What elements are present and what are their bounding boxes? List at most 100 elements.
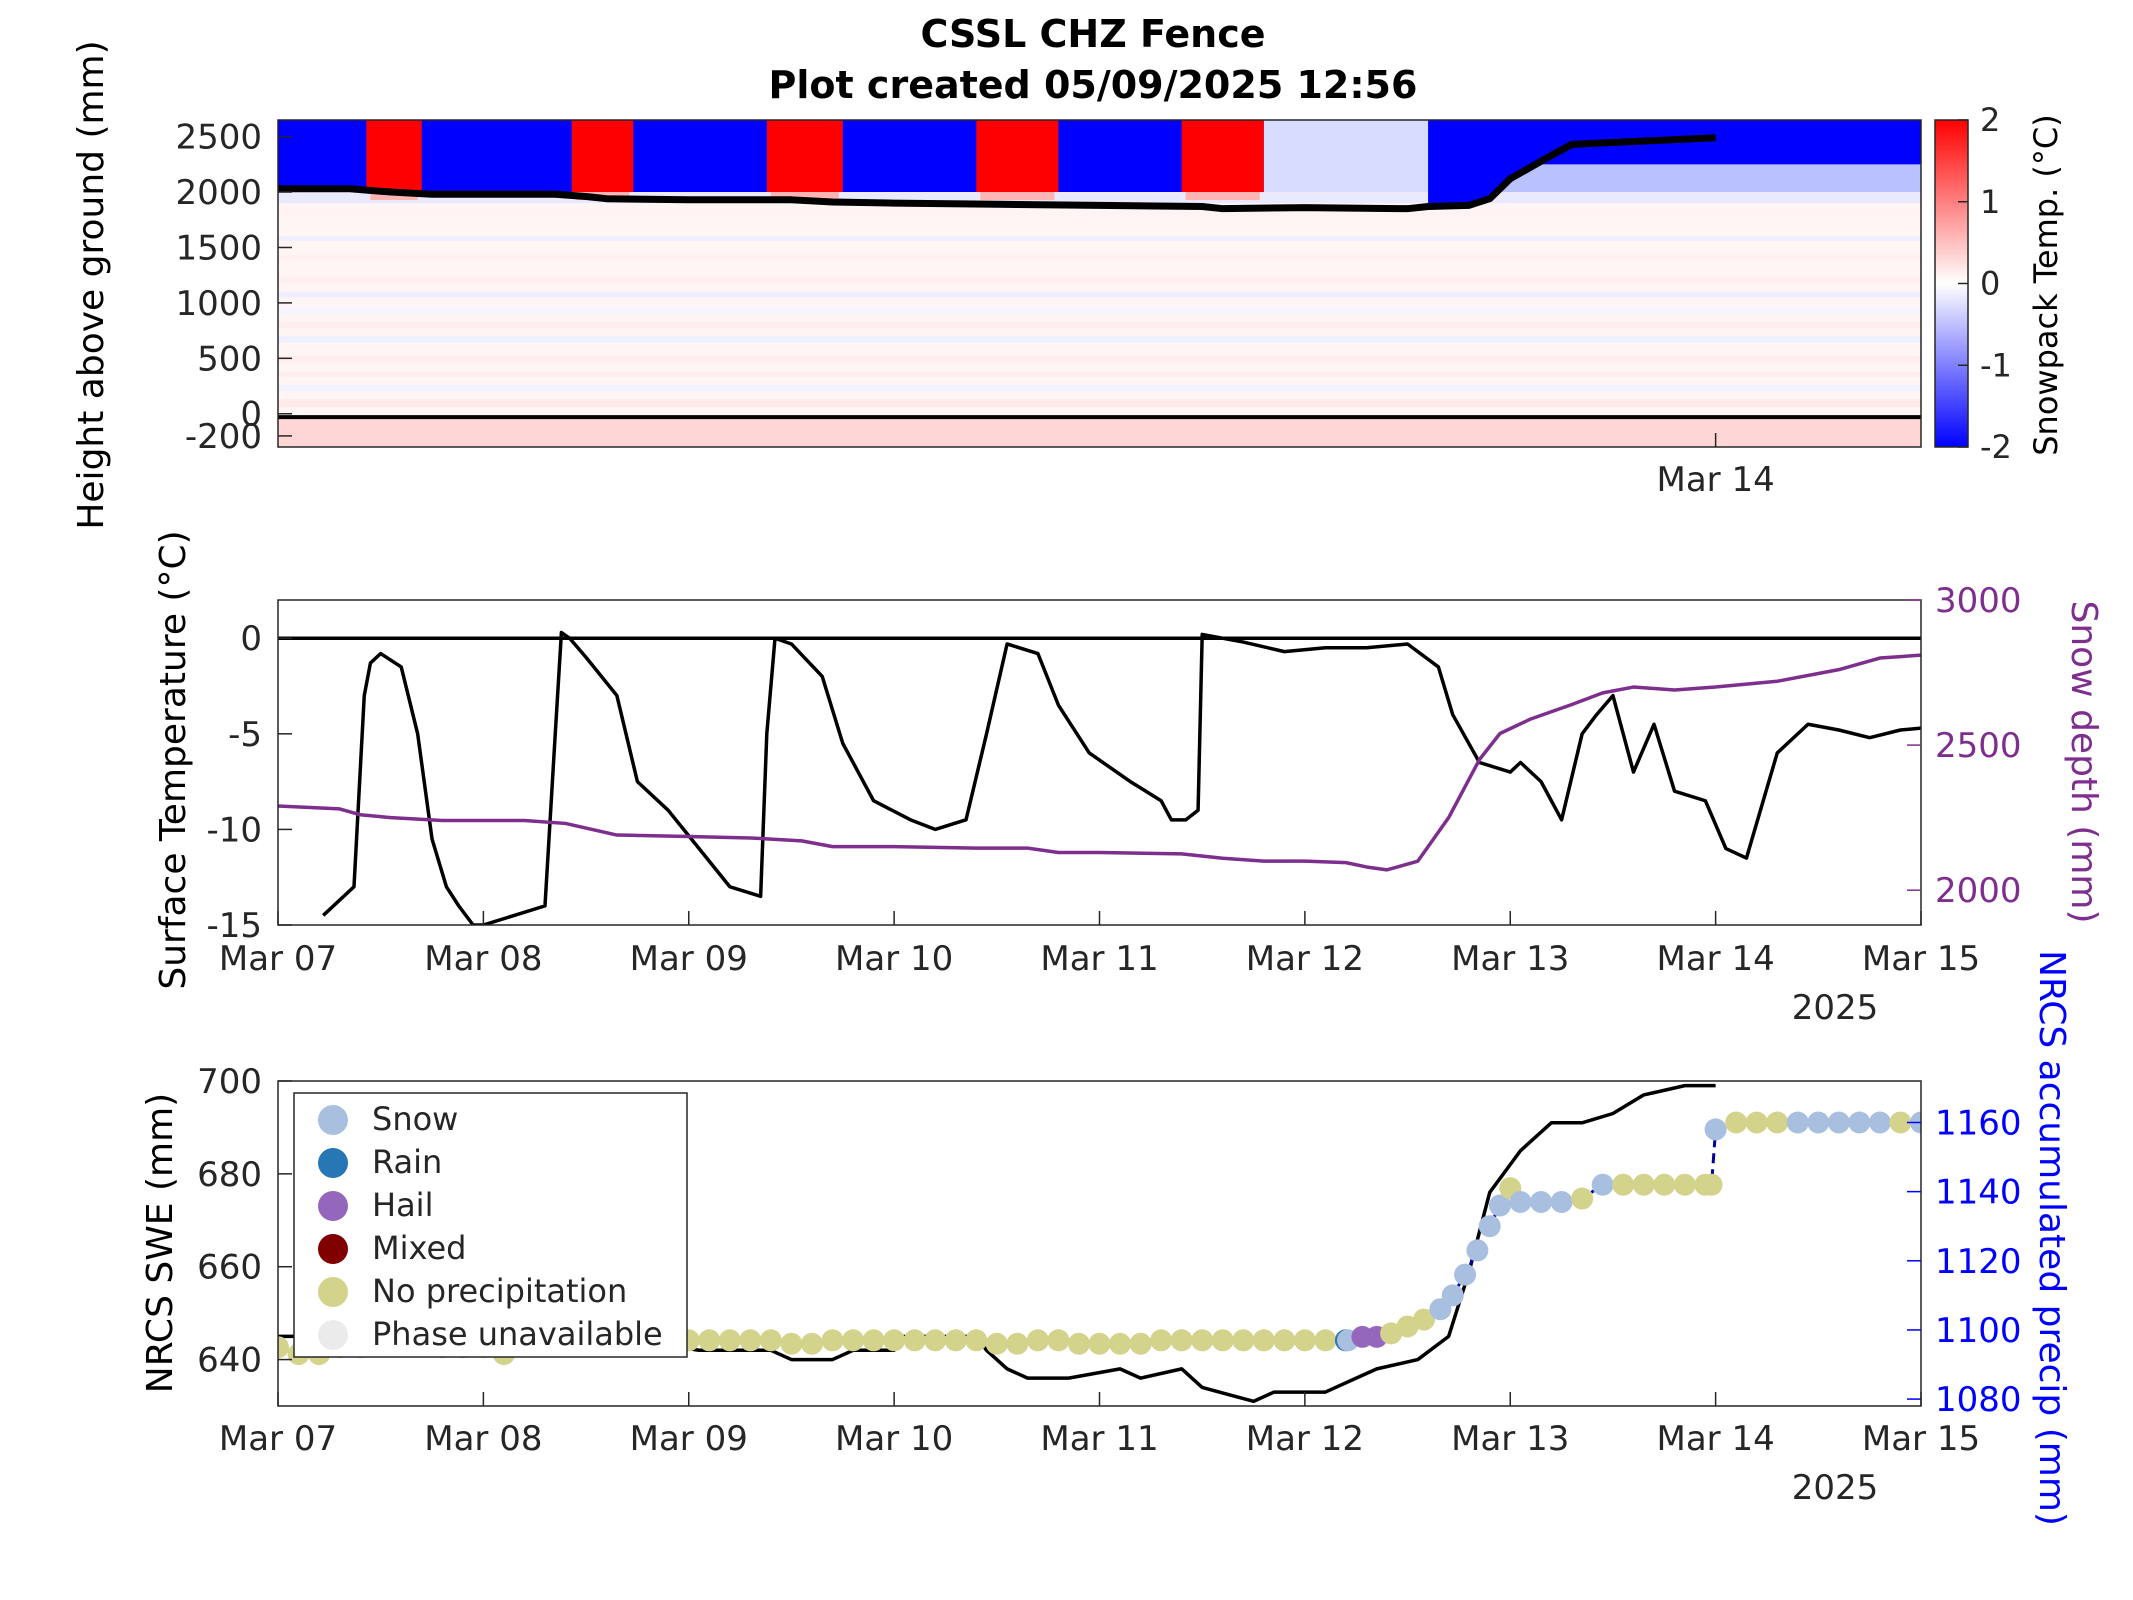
precip-phase-point (1571, 1187, 1594, 1210)
heatmap-stripe (278, 236, 1921, 241)
precip-phase-point (1252, 1329, 1275, 1352)
precip-phase-point (1047, 1329, 1070, 1352)
precip-phase-point (759, 1329, 782, 1352)
precip-y-tick-label: 1160 (1935, 1103, 2022, 1143)
swe-year-label: 2025 (1792, 1468, 1879, 1508)
precip-phase-point (1293, 1329, 1316, 1352)
swe-x-tick-label: Mar 15 (1862, 1419, 1980, 1459)
swe-x-tick-label: Mar 11 (1040, 1419, 1158, 1459)
heatmap-y-tick-label: 0 (240, 395, 262, 435)
precip-phase-point (1786, 1111, 1809, 1134)
precip-phase-point (842, 1329, 865, 1352)
swe-x-tick-label: Mar 10 (835, 1419, 953, 1459)
precip-phase-point (883, 1329, 906, 1352)
precip-phase-point (1170, 1329, 1193, 1352)
precip-phase-point (780, 1332, 803, 1355)
precip-phase-point (1745, 1111, 1768, 1134)
snow-depth-y-tick-label: 2500 (1935, 726, 2022, 766)
temperature-depth-lines (278, 630, 1921, 925)
temperature-y-tick-label: 0 (240, 619, 262, 659)
temperature-y-axis-label: Surface Temperature (°C) (153, 530, 194, 989)
colorbar-tick-label: 1 (1980, 183, 2000, 221)
precip-phase-point (698, 1329, 721, 1352)
precip-phase-point (1454, 1263, 1477, 1286)
precip-phase-point (1088, 1332, 1111, 1355)
precip-phase-point (1191, 1329, 1214, 1352)
temperature-x-tick-label: Mar 09 (630, 939, 748, 979)
snow-depth-y-tick-label: 3000 (1935, 581, 2022, 621)
heatmap-y-tick-label: 2000 (175, 173, 262, 213)
precip-y-tick-label: 1080 (1935, 1380, 2022, 1420)
precip-phase-point (1396, 1315, 1419, 1338)
precip-phase-point (1466, 1239, 1489, 1262)
swe-x-tick-label: Mar 12 (1246, 1419, 1364, 1459)
precip-phase-point (1725, 1111, 1748, 1134)
heatmap-stripe (278, 321, 1921, 329)
legend-label-phase-unavailable: Phase unavailable (372, 1315, 663, 1353)
precip-phase-point (1006, 1332, 1029, 1355)
heatmap-warm-fringe (770, 192, 839, 201)
legend-label-no-precipitation: No precipitation (372, 1272, 627, 1310)
phase-legend: Snow Rain Hail Mixed No precipitation Ph… (293, 1092, 688, 1358)
precip-phase-point (739, 1329, 762, 1352)
temperature-x-tick-label: Mar 07 (219, 939, 337, 979)
precip-phase-point (278, 1336, 289, 1359)
heatmap-stripe (278, 371, 1921, 378)
surface-temperature-line (321, 630, 1921, 925)
heatmap-lower-cold-band (1469, 164, 1921, 193)
heatmap-faint-stripes (278, 193, 1921, 447)
figure-title-line2: Plot created 05/09/2025 12:56 (769, 63, 1418, 107)
heatmap-warm-band (571, 120, 634, 193)
legend-marker-phase-unavailable (318, 1320, 348, 1350)
heatmap-stripe (278, 307, 1921, 314)
precip-phase-point (924, 1329, 947, 1352)
swe-x-tick-label: Mar 09 (630, 1419, 748, 1459)
heatmap-lines (278, 134, 1921, 420)
heatmap-warm-fringe (1185, 192, 1260, 201)
heatmap-warm-fringe (370, 192, 418, 201)
precip-y-tick-label: 1100 (1935, 1311, 2022, 1351)
precip-phase-point (965, 1329, 988, 1352)
precip-y-tick-label: 1120 (1935, 1242, 2022, 1282)
heatmap-stripe (278, 336, 1921, 343)
precip-phase-point (1807, 1111, 1830, 1134)
temperature-x-tick-label: Mar 14 (1657, 939, 1775, 979)
precip-phase-point (1704, 1118, 1727, 1141)
heatmap-lower-background (278, 186, 1921, 447)
precip-phase-point (1530, 1191, 1553, 1214)
temperature-x-tick-label: Mar 12 (1246, 939, 1364, 979)
precip-phase-point (1632, 1173, 1655, 1196)
precip-phase-point (1314, 1329, 1337, 1352)
temperature-axis: 0 -5 -10 -15 3000 2500 2000 Mar 07 Mar 08 Mar 09 M… (206, 581, 2021, 979)
temperature-y-tick-label: -5 (228, 715, 262, 755)
precip-phase-point (903, 1329, 926, 1352)
heatmap-stripe (278, 291, 1921, 298)
colorbar-label: Snowpack Temp. (°C) (2027, 114, 2065, 456)
temperature-year-label: 2025 (1792, 988, 1879, 1028)
legend-label-hail: Hail (372, 1186, 433, 1224)
precip-phase-point (985, 1332, 1008, 1355)
figure-title-line1: CSSL CHZ Fence (920, 12, 1265, 56)
swe-y-tick-label: 640 (197, 1341, 262, 1381)
precip-phase-point (718, 1329, 741, 1352)
colorbar-tick-label: 2 (1980, 101, 2000, 139)
precip-phase-point (1509, 1191, 1532, 1214)
swe-axis: 700 680 660 640 1160 1140 1120 1100 1080 Mar 07 Ma… (197, 1062, 2021, 1459)
heatmap-warm-fringe (980, 192, 1055, 201)
precip-phase-point (1848, 1111, 1871, 1134)
precip-phase-point (1591, 1173, 1614, 1196)
swe-x-tick-label: Mar 08 (424, 1419, 542, 1459)
precip-phase-point (1129, 1332, 1152, 1355)
snow-depth-line (278, 653, 1921, 872)
swe-x-tick-label: Mar 13 (1451, 1419, 1569, 1459)
heatmap-stripe (278, 193, 1921, 204)
temperature-y-tick-label: -10 (206, 810, 262, 850)
colorbar-axis: 2 1 0 -1 -2 (1958, 101, 2012, 466)
precip-phase-point (1380, 1322, 1403, 1345)
legend-marker-snow (318, 1105, 348, 1135)
heatmap-warm-band (766, 120, 843, 193)
heatmap-above-surface-mask (1428, 120, 1921, 207)
precip-phase-point (1441, 1284, 1464, 1307)
